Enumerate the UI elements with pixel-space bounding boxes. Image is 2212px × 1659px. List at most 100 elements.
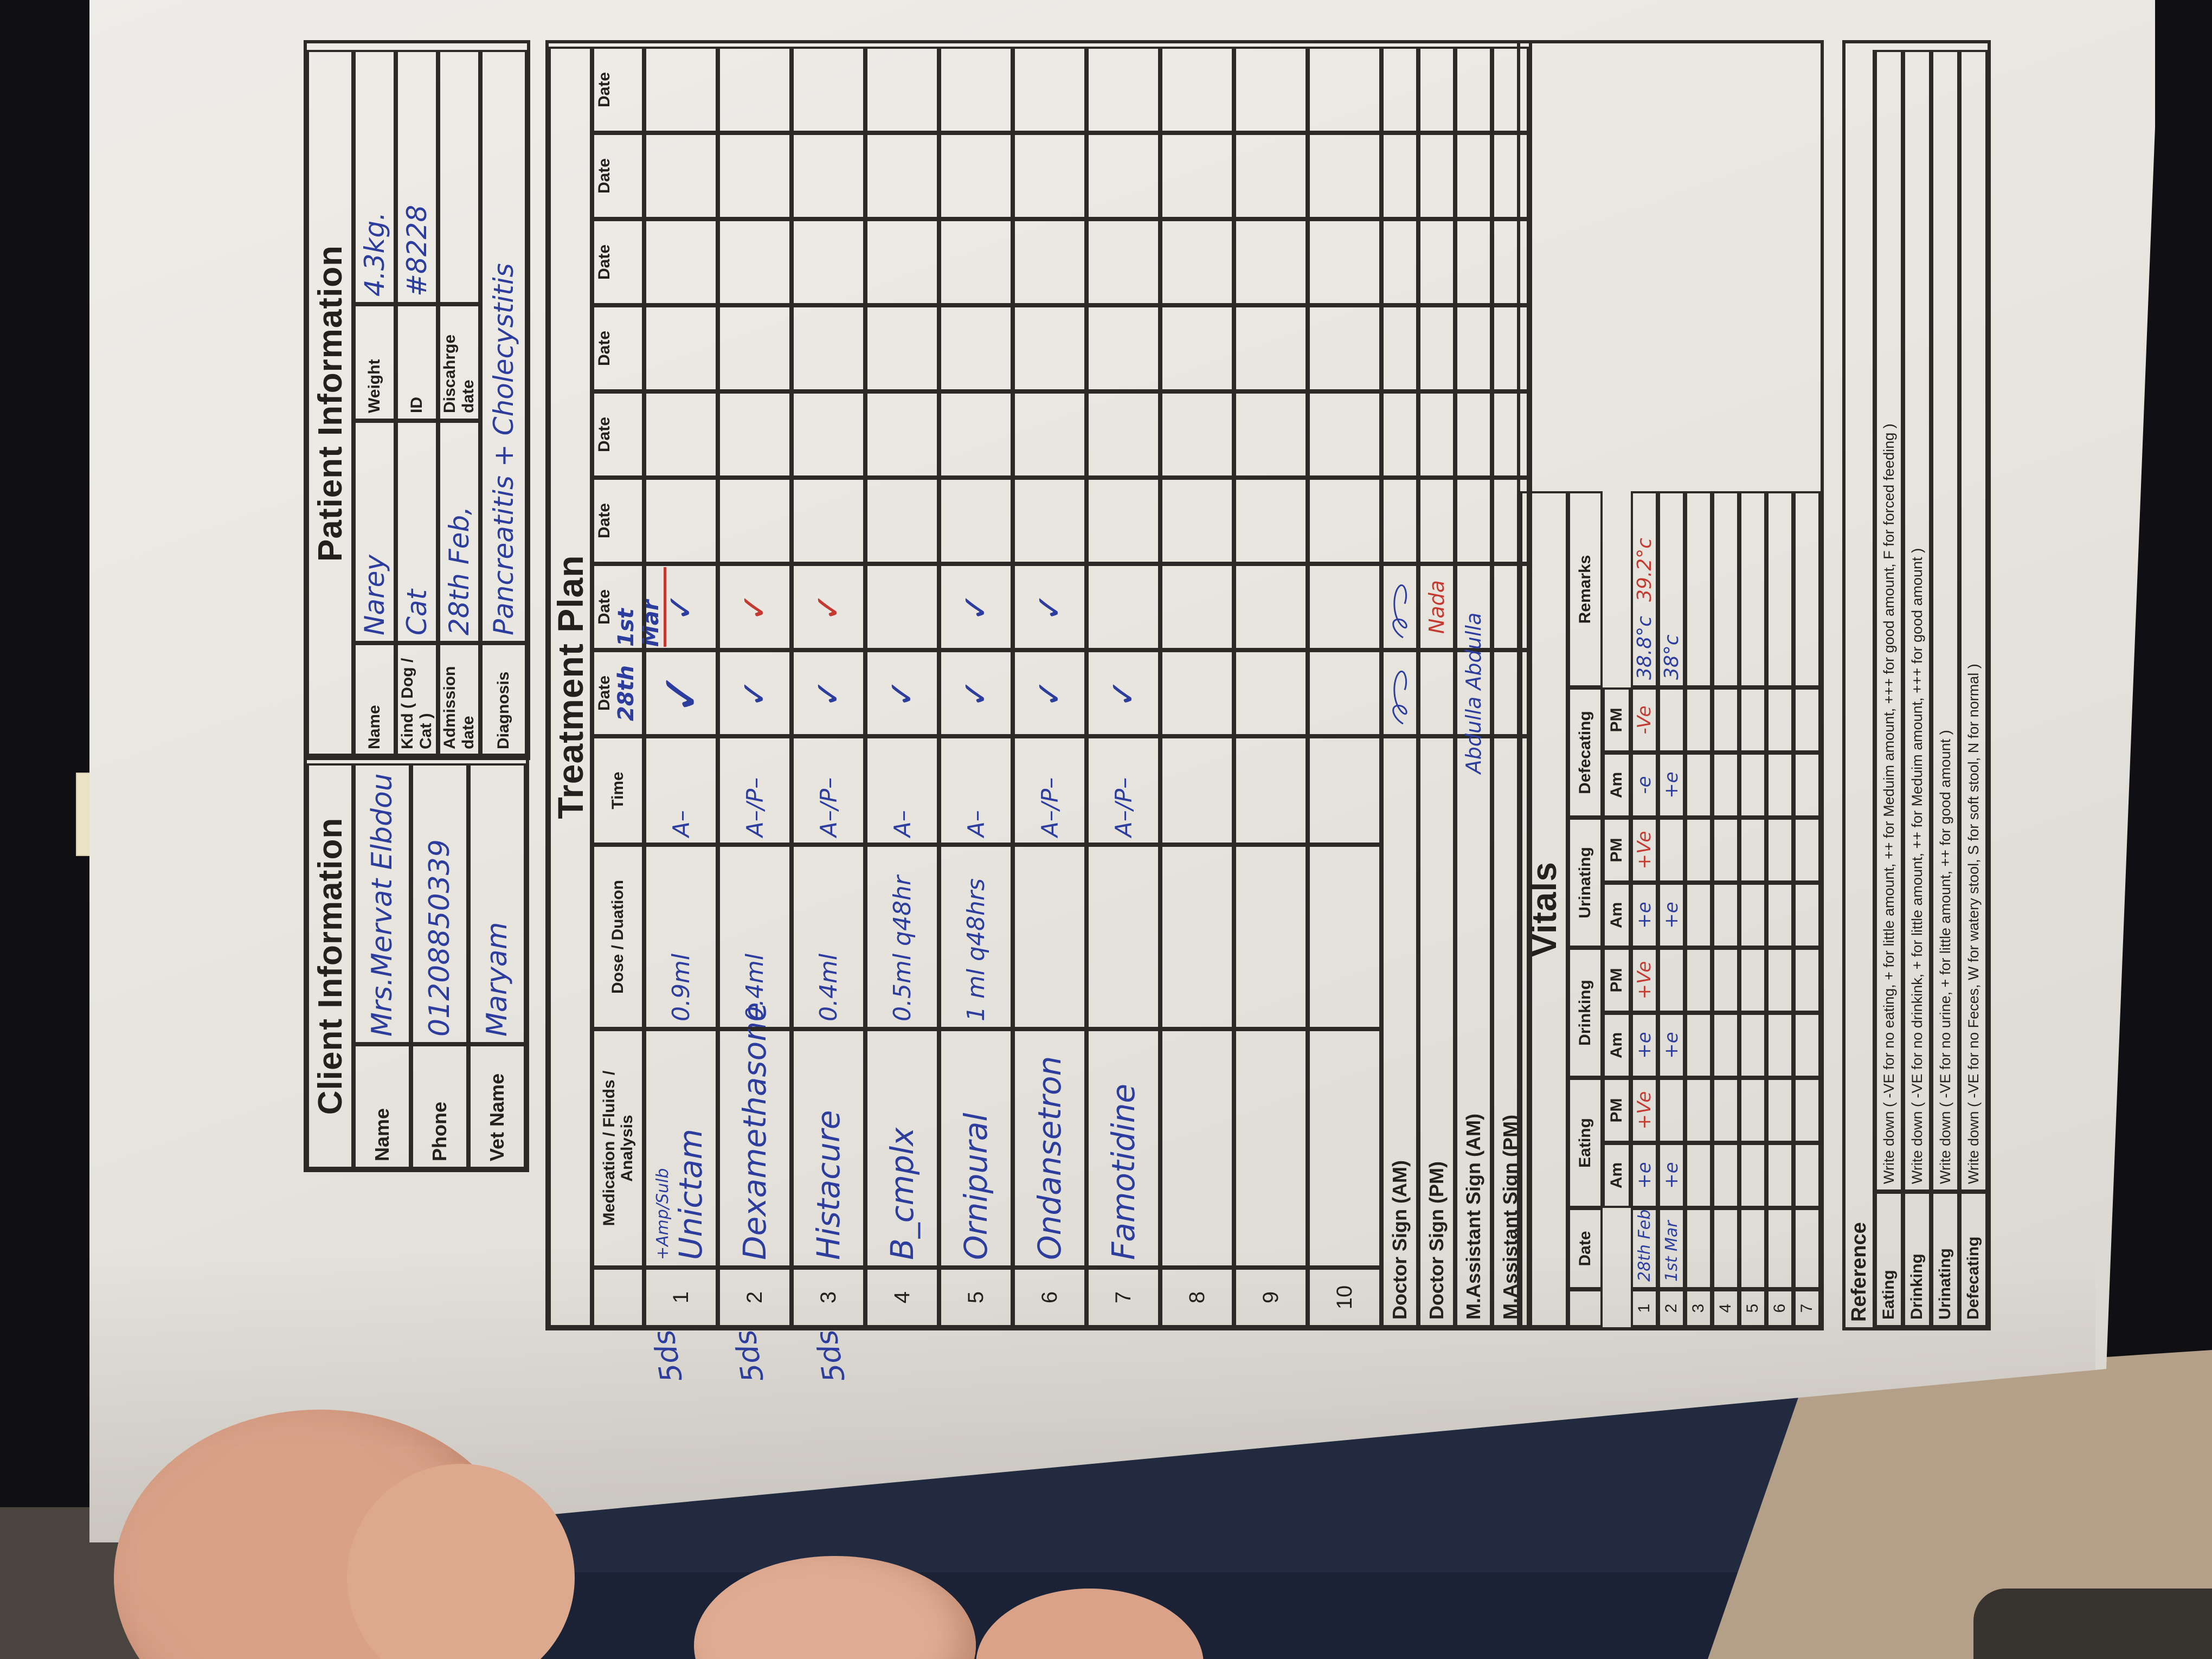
vitals-value-cell bbox=[1685, 1078, 1712, 1143]
vitals-value: +e bbox=[1661, 771, 1682, 799]
treatment-date-cell bbox=[1308, 564, 1381, 650]
client-info-label: Phone bbox=[411, 1044, 468, 1169]
vitals-value-cell bbox=[1739, 818, 1766, 883]
vitals-value-cell bbox=[1793, 687, 1821, 753]
vitals-row-num: 6 bbox=[1766, 1289, 1793, 1327]
vitals-header-eating: Eating bbox=[1568, 1078, 1603, 1208]
treatment-date-cell: ✓ bbox=[939, 564, 1013, 650]
vitals-value-cell: +Ve bbox=[1631, 1078, 1658, 1143]
treatment-time bbox=[1234, 736, 1308, 845]
date-header-label: Date bbox=[595, 72, 613, 108]
treatment-date-cell bbox=[1160, 219, 1234, 305]
treatment-row-num: 8 bbox=[1160, 1268, 1234, 1327]
sign-cell bbox=[1381, 133, 1418, 219]
vitals-value: +Ve bbox=[1634, 831, 1655, 870]
treatment-date-cell bbox=[1234, 47, 1308, 133]
treatment-date-cell bbox=[1086, 219, 1160, 305]
patient-info-label: Kind ( Dog / Cat ) bbox=[396, 643, 438, 757]
sign-cell: Abdulla Abdulla bbox=[1455, 613, 1492, 774]
vitals-row-num: 3 bbox=[1685, 1289, 1712, 1327]
signature-name: Nada bbox=[1425, 580, 1449, 634]
treatment-row-num: 3 bbox=[792, 1268, 865, 1327]
treatment-row-num: 6 bbox=[1013, 1268, 1086, 1327]
treatment-date-cell bbox=[1086, 305, 1160, 391]
treatment-date-cell bbox=[1308, 219, 1381, 305]
date-header-label: Date bbox=[595, 158, 613, 194]
patient-info-value: 4.3kg. bbox=[353, 50, 396, 304]
treatment-date-cell: ✓ bbox=[1086, 650, 1160, 736]
vitals-remarks: 38°c bbox=[1658, 491, 1685, 687]
treatment-date-cell bbox=[1160, 650, 1234, 736]
treatment-date-cell bbox=[718, 133, 792, 219]
treatment-header-date: Date bbox=[592, 305, 644, 391]
treatment-time: A–/P– bbox=[1086, 736, 1160, 845]
vitals-value-cell bbox=[1712, 883, 1739, 948]
vitals-value-cell bbox=[1739, 753, 1766, 818]
vitals-value-cell bbox=[1793, 818, 1821, 883]
vitals-value: +Ve bbox=[1634, 961, 1655, 1000]
treatment-date-cell: ✓ bbox=[718, 564, 792, 650]
vitals-date: 1st Mar bbox=[1658, 1208, 1685, 1289]
checkmark: ✓ bbox=[1030, 592, 1070, 622]
hand-thumb bbox=[347, 1464, 575, 1659]
treatment-date-cell bbox=[644, 219, 718, 305]
vitals-value-cell bbox=[1658, 818, 1685, 883]
vitals-value-cell bbox=[1739, 948, 1766, 1013]
patient-info-label: Name bbox=[353, 643, 396, 757]
treatment-dose: 0.4ml bbox=[792, 845, 865, 1029]
treatment-date-cell bbox=[1308, 650, 1381, 736]
vitals-value-cell: +e bbox=[1658, 1013, 1685, 1078]
vitals-date bbox=[1712, 1208, 1739, 1289]
sign-cell bbox=[1381, 305, 1418, 391]
treatment-date-cell bbox=[939, 133, 1013, 219]
treatment-medication bbox=[1160, 1029, 1234, 1268]
vitals-value-cell: +Ve bbox=[1631, 818, 1658, 883]
treatment-header-date: Date 1st Mar bbox=[592, 564, 666, 650]
treatment-dose: 0.5ml q48hr bbox=[865, 845, 939, 1029]
treatment-dose bbox=[1086, 845, 1160, 1029]
vitals-table: Vitals Date Eating Drinking Urinating Defecat… bbox=[1517, 40, 1824, 1330]
treatment-date-cell: ✓ bbox=[1013, 564, 1086, 650]
vitals-remarks bbox=[1685, 491, 1712, 687]
medication-name: Histacure bbox=[810, 1110, 847, 1260]
treatment-row-num: 1 bbox=[644, 1268, 718, 1327]
vitals-value: -Ve bbox=[1634, 705, 1655, 735]
treatment-date-cell bbox=[1234, 564, 1308, 650]
sign-cell bbox=[1455, 478, 1492, 564]
treatment-date-cell bbox=[865, 478, 939, 564]
treatment-header-time: Time bbox=[592, 736, 644, 845]
treatment-header-medication: Medication / Fluids / Analysis bbox=[592, 1029, 644, 1268]
sign-cell bbox=[1381, 47, 1418, 133]
treatment-date-cell bbox=[1308, 133, 1381, 219]
remarks-temp: 39.2°c bbox=[1633, 538, 1656, 602]
sign-row-label: Doctor Sign (AM) bbox=[1381, 736, 1418, 1327]
treatment-date-cell: ✓ bbox=[1013, 650, 1086, 736]
sign-cell bbox=[1455, 133, 1492, 219]
treatment-date-cell bbox=[1086, 133, 1160, 219]
treatment-dose bbox=[1308, 845, 1381, 1029]
checkmark: ✓ bbox=[808, 592, 848, 622]
treatment-date-cell bbox=[792, 305, 865, 391]
date-header-value: 28th bbox=[614, 665, 639, 722]
treatment-date-cell bbox=[939, 219, 1013, 305]
treatment-medication: Dexamethasone bbox=[718, 1002, 792, 1268]
vitals-value-cell bbox=[1712, 1078, 1739, 1143]
vitals-value: +e bbox=[1634, 902, 1655, 929]
vitals-value-cell bbox=[1739, 687, 1766, 753]
treatment-time bbox=[1308, 736, 1381, 845]
patient-info-label: Discahrge date bbox=[438, 304, 480, 421]
treatment-medication bbox=[1308, 1029, 1381, 1268]
treatment-date-cell bbox=[939, 391, 1013, 478]
sign-cell bbox=[1418, 47, 1455, 133]
treatment-date-cell bbox=[1234, 478, 1308, 564]
treatment-date-cell bbox=[1086, 478, 1160, 564]
treatment-time: A– bbox=[865, 736, 939, 845]
vitals-value: +Ve bbox=[1634, 1091, 1655, 1130]
treatment-header-date: Date 28th bbox=[592, 650, 644, 736]
treatment-dose bbox=[1160, 845, 1234, 1029]
treatment-date-cell bbox=[865, 391, 939, 478]
treatment-header-date: Date bbox=[592, 133, 644, 219]
vitals-value-cell: +e bbox=[1631, 1143, 1658, 1208]
vitals-date bbox=[1685, 1208, 1712, 1289]
treatment-date-cell bbox=[1086, 391, 1160, 478]
